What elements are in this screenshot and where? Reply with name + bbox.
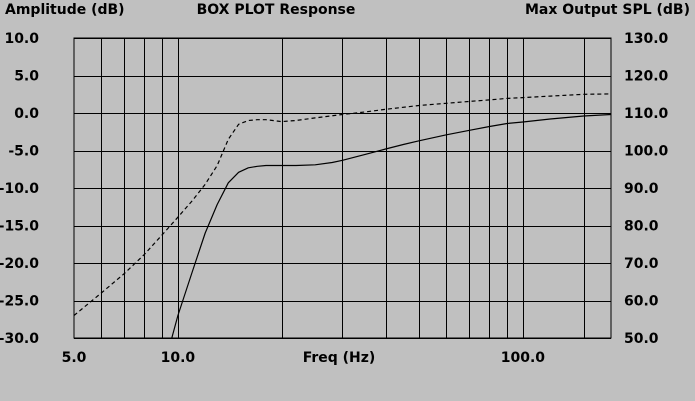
left-tick-label: -30.0: [0, 331, 39, 347]
left-tick-label: -5.0: [8, 144, 39, 160]
x-axis-label: Freq (Hz): [303, 350, 376, 366]
x-tick-label: 10.0: [161, 350, 196, 366]
right-tick-label: 60.0: [624, 294, 659, 310]
x-tick-label: 100.0: [501, 350, 546, 366]
max-spl-dashed-line: [73, 93, 612, 316]
left-tick-label: -20.0: [0, 256, 39, 272]
amplitude-solid-line: [171, 113, 612, 339]
left-axis-title: Amplitude (dB): [5, 2, 125, 18]
left-tick-labels: 10.0 5.0 0.0 -5.0 -10.0 -15.0 -20.0 -25.0 -30.0: [0, 31, 39, 347]
chart-title: BOX PLOT Response: [197, 2, 356, 18]
left-tick-label: 0.0: [14, 106, 39, 122]
left-tick-label: -10.0: [0, 181, 39, 197]
right-tick-label: 100.0: [624, 144, 669, 160]
right-tick-label: 80.0: [624, 219, 659, 235]
x-tick-labels: 5.0 10.0 100.0: [62, 350, 546, 366]
right-tick-label: 110.0: [624, 106, 669, 122]
right-tick-label: 70.0: [624, 256, 659, 272]
right-tick-label: 90.0: [624, 181, 659, 197]
left-tick-label: 5.0: [14, 69, 39, 85]
right-axis-title: Max Output SPL (dB): [525, 2, 690, 18]
plot-frame: [73, 37, 612, 339]
left-tick-label: -25.0: [0, 294, 39, 310]
x-tick-label: 5.0: [62, 350, 87, 366]
right-tick-label: 120.0: [624, 69, 669, 85]
left-tick-label: 10.0: [4, 31, 39, 47]
right-tick-label: 130.0: [624, 31, 669, 47]
right-tick-labels: 130.0 120.0 110.0 100.0 90.0 80.0 70.0 60.0 50.0: [624, 31, 669, 347]
right-tick-label: 50.0: [624, 331, 659, 347]
series-layer: [73, 93, 612, 339]
left-tick-label: -15.0: [0, 219, 39, 235]
